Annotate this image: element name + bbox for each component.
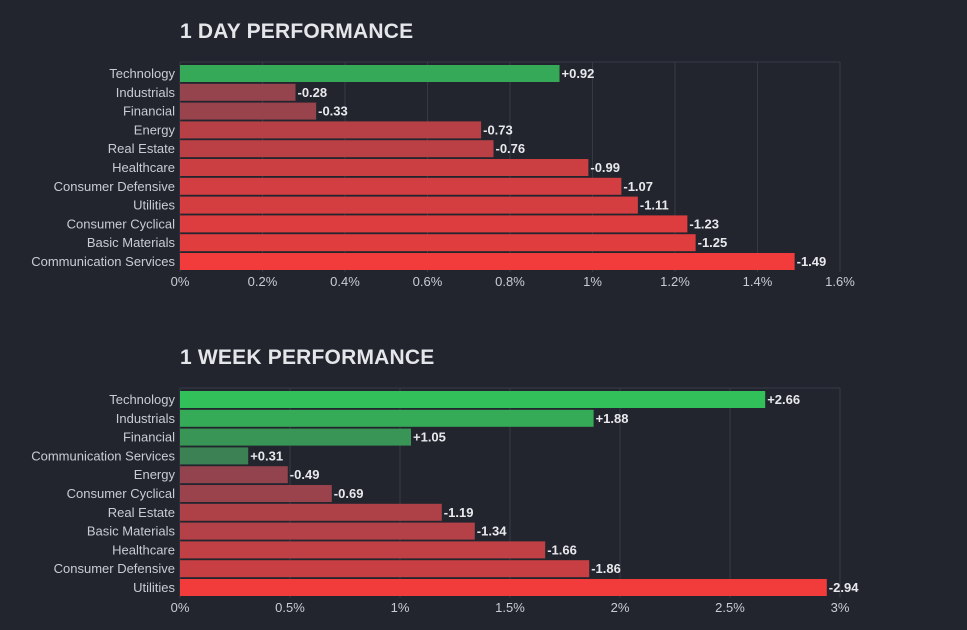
day-bar [180,65,560,82]
day-value-label: -1.23 [689,216,719,231]
week-category-label: Consumer Cyclical [67,486,175,501]
week-bar [180,503,442,521]
day-category-label: Financial [123,104,175,119]
day-tick-label: 1.2% [660,274,690,289]
week-category-label: Industrials [116,411,176,426]
week-bar [180,522,475,540]
week-value-label: +1.05 [413,430,446,445]
week-tick-label: 2.5% [715,600,745,615]
day-chart-title: 1 DAY PERFORMANCE [180,20,414,43]
week-value-label: +0.31 [250,448,283,463]
week-tick-label: 1% [391,600,410,615]
week-category-label: Utilities [133,580,175,595]
week-category-label: Healthcare [112,542,175,557]
day-bar [180,140,494,158]
day-bar [180,159,589,176]
week-bar [180,541,546,559]
week-value-label: -2.94 [829,580,859,595]
week-bar [180,447,249,465]
day-category-label: Utilities [133,198,175,213]
day-value-label: -1.11 [640,198,669,213]
day-category-label: Consumer Cyclical [67,216,175,231]
day-value-label: -0.28 [298,85,328,100]
day-category-label: Consumer Defensive [54,179,175,194]
day-value-label: +0.92 [562,66,595,81]
week-chart-title: 1 WEEK PERFORMANCE [180,346,435,369]
day-tick-label: 1% [583,274,602,289]
day-category-label: Technology [109,66,175,81]
day-value-label: -1.07 [623,179,653,194]
week-tick-label: 1.5% [495,600,525,615]
week-value-label: -0.69 [334,486,364,501]
week-value-label: -1.19 [444,505,474,520]
week-category-label: Communication Services [31,448,175,463]
week-bar [180,560,590,578]
day-value-label: -1.25 [698,235,728,250]
week-bar [180,409,594,427]
week-category-label: Energy [134,467,176,482]
week-category-label: Real Estate [108,505,175,520]
day-category-label: Communication Services [31,254,175,269]
week-tick-label: 0% [171,600,190,615]
day-bar [180,253,795,270]
week-tick-label: 2% [611,600,630,615]
week-value-label: -1.34 [477,524,507,539]
week-category-label: Financial [123,430,175,445]
week-value-label: -1.86 [591,561,621,576]
day-bar [180,121,482,139]
day-value-label: -0.99 [590,160,620,175]
week-bar [180,428,411,446]
day-tick-label: 0.8% [495,274,525,289]
week-value-label: -1.66 [547,542,577,557]
day-tick-label: 0.2% [248,274,278,289]
day-tick-label: 0.6% [413,274,443,289]
day-bar [180,234,696,252]
day-category-label: Healthcare [112,160,175,175]
day-category-label: Basic Materials [87,235,176,250]
week-bar [180,466,288,484]
day-bar [180,196,638,214]
day-bar [180,102,317,120]
day-value-label: -0.33 [318,104,348,119]
day-category-label: Energy [134,122,176,137]
week-value-label: -0.49 [290,467,320,482]
day-tick-label: 0% [171,274,190,289]
day-tick-label: 0.4% [330,274,360,289]
week-bar [180,579,827,596]
day-category-label: Real Estate [108,141,175,156]
day-value-label: -1.49 [797,254,827,269]
week-value-label: +1.88 [596,411,629,426]
day-bar [180,83,296,101]
week-category-label: Basic Materials [87,524,176,539]
week-value-label: +2.66 [767,392,800,407]
day-category-label: Industrials [116,85,176,100]
week-category-label: Technology [109,392,175,407]
day-tick-label: 1.6% [825,274,855,289]
day-tick-label: 1.4% [743,274,773,289]
day-bar [180,177,622,195]
week-tick-label: 0.5% [275,600,305,615]
week-tick-label: 3% [831,600,850,615]
day-value-label: -0.73 [483,122,513,137]
week-category-label: Consumer Defensive [54,561,175,576]
week-bar [180,485,332,502]
week-bar [180,391,766,408]
day-bar [180,215,688,233]
day-value-label: -0.76 [496,141,526,156]
